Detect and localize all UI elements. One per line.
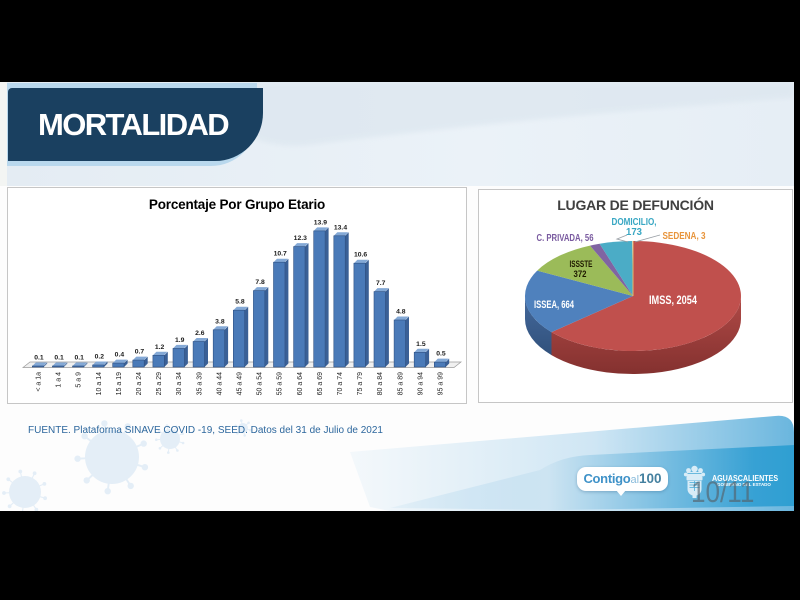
svg-text:30 a 34: 30 a 34 [176,372,183,395]
svg-text:DOMICILIO,: DOMICILIO, [612,216,657,228]
svg-text:IMSS, 2054: IMSS, 2054 [649,295,697,307]
svg-text:1.9: 1.9 [175,337,185,344]
svg-text:25 a 29: 25 a 29 [156,372,163,395]
svg-text:40 a 44: 40 a 44 [216,372,223,395]
svg-text:< a 1a: < a 1a [36,372,43,392]
svg-text:12.3: 12.3 [294,235,307,242]
svg-text:0.1: 0.1 [54,355,64,362]
svg-text:45 a 49: 45 a 49 [237,372,244,395]
svg-text:55 a 59: 55 a 59 [277,372,284,395]
svg-text:0.1: 0.1 [74,355,84,362]
svg-text:65 a 69: 65 a 69 [317,372,324,395]
svg-text:0.7: 0.7 [135,349,145,356]
svg-text:50 a 54: 50 a 54 [257,372,264,395]
svg-text:4.8: 4.8 [396,309,406,316]
svg-text:C. PRIVADA, 56: C. PRIVADA, 56 [537,232,594,244]
svg-text:372: 372 [574,269,587,279]
svg-text:75 a 79: 75 a 79 [357,372,364,395]
svg-text:15 a 19: 15 a 19 [116,372,123,395]
svg-text:ISSSTE: ISSSTE [570,259,593,269]
svg-text:13.9: 13.9 [314,219,327,226]
svg-text:60 a 64: 60 a 64 [297,372,304,395]
svg-text:10.6: 10.6 [354,252,367,259]
svg-text:20 a 24: 20 a 24 [136,372,143,395]
svg-text:5.8: 5.8 [235,299,245,306]
svg-text:35 a 39: 35 a 39 [196,372,203,395]
svg-text:7.7: 7.7 [376,280,386,287]
svg-text:0.2: 0.2 [95,354,105,361]
svg-text:2.6: 2.6 [195,330,205,337]
svg-text:10 a 14: 10 a 14 [96,372,103,395]
svg-text:173: 173 [626,226,642,238]
svg-text:1 a 4: 1 a 4 [56,372,63,388]
svg-text:0.5: 0.5 [436,351,446,358]
svg-text:5 a 9: 5 a 9 [76,372,83,388]
svg-text:85 a 89: 85 a 89 [397,372,404,395]
svg-text:ISSEA, 664: ISSEA, 664 [534,299,575,311]
svg-text:0.4: 0.4 [115,352,125,359]
svg-text:90 a 94: 90 a 94 [417,372,424,395]
svg-text:7.8: 7.8 [255,279,265,286]
svg-text:1.5: 1.5 [416,341,426,348]
svg-text:0.1: 0.1 [34,355,44,362]
svg-text:10.7: 10.7 [274,251,287,258]
svg-text:13.4: 13.4 [334,224,347,231]
svg-text:95 a 99: 95 a 99 [438,372,445,395]
svg-text:70 a 74: 70 a 74 [337,372,344,395]
svg-text:3.8: 3.8 [215,318,225,325]
svg-text:1.2: 1.2 [155,344,165,351]
svg-text:SEDENA, 3: SEDENA, 3 [663,230,706,242]
svg-text:80 a 84: 80 a 84 [377,372,384,395]
